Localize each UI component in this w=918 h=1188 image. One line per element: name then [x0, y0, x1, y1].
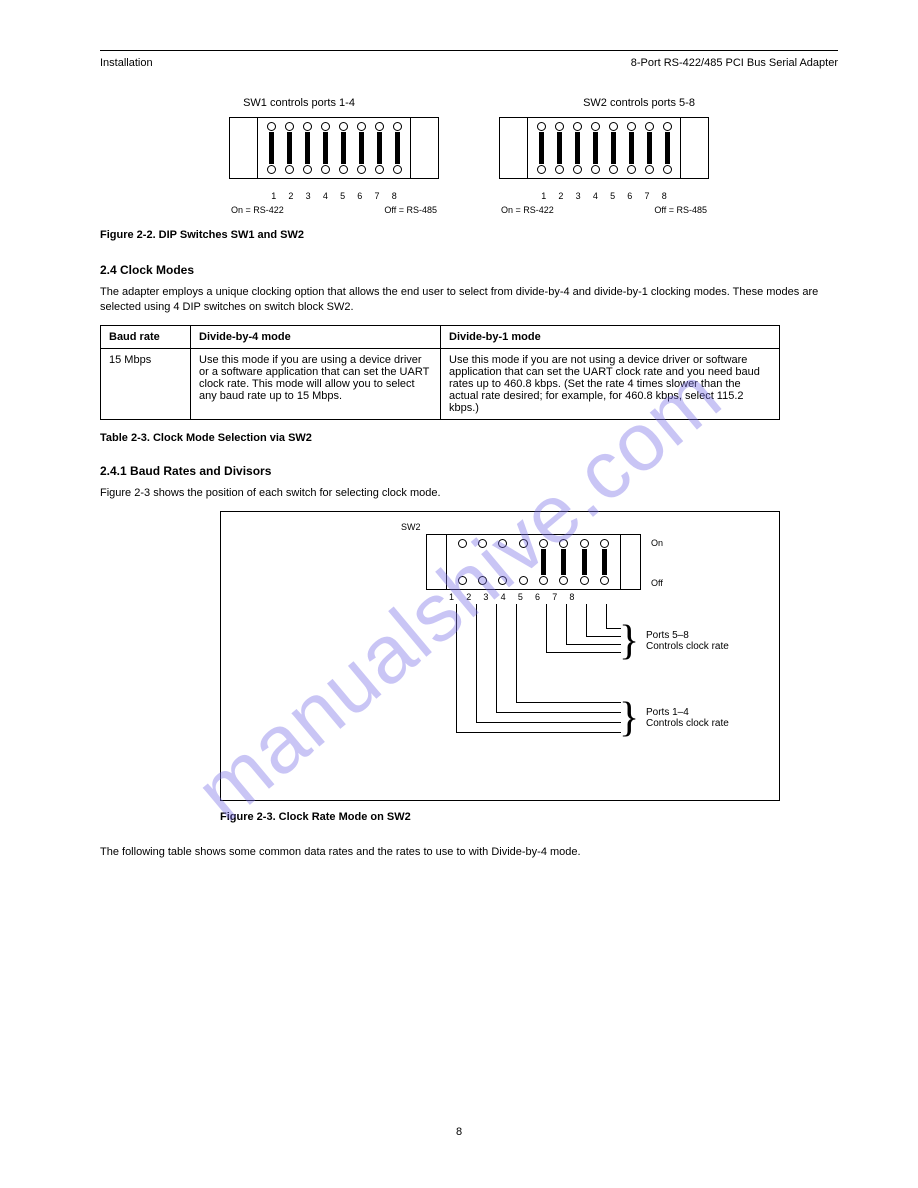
- figure1-caption: Figure 2-2. DIP Switches SW1 and SW2: [100, 229, 838, 241]
- sw2-label: SW2: [401, 522, 421, 532]
- th-div1: Divide-by-1 mode: [441, 325, 780, 348]
- subsection-title: 2.4.1 Baud Rates and Divisors: [100, 464, 838, 478]
- page-header: Installation 8-Port RS-422/485 PCI Bus S…: [100, 57, 838, 69]
- onoff-left: On = RS-422 Off = RS-485: [229, 205, 439, 215]
- header-right: 8-Port RS-422/485 PCI Bus Serial Adapter: [631, 57, 838, 69]
- callout-1-4: Ports 1–4 Controls clock rate: [646, 707, 729, 729]
- sw2-slots: [447, 535, 620, 589]
- subsection-para1: Figure 2-3 shows the position of each sw…: [100, 486, 838, 501]
- clock-mode-table: Baud rate Divide-by-4 mode Divide-by-1 m…: [100, 325, 780, 420]
- page-number: 8: [0, 1126, 918, 1138]
- sw2-dip: [426, 534, 641, 590]
- off-label: Off: [651, 578, 663, 588]
- header-rule: [100, 50, 838, 51]
- dip-end: [506, 118, 528, 178]
- dip-number-row: 12345678 12345678: [100, 189, 838, 201]
- table-caption: Table 2-3. Clock Mode Selection via SW2: [100, 432, 838, 444]
- fig1-label-left: SW1 controls ports 1-4: [159, 97, 439, 109]
- dip-end: [410, 118, 432, 178]
- table-row: 15 Mbps Use this mode if you are using a…: [101, 348, 780, 419]
- sw2-numbers: 12345678: [449, 592, 574, 602]
- figure2-box: SW2 On Off 12345678: [220, 511, 780, 801]
- td-div4: Use this mode if you are using a device …: [191, 348, 441, 419]
- onoff-row: On = RS-422 Off = RS-485 On = RS-422 Off…: [100, 205, 838, 215]
- fig1-label-right: SW2 controls ports 5-8: [499, 97, 779, 109]
- table-header-row: Baud rate Divide-by-4 mode Divide-by-1 m…: [101, 325, 780, 348]
- subsection-para2: The following table shows some common da…: [100, 845, 838, 860]
- dip-slots: [258, 118, 410, 178]
- dip-switch-pair: [100, 117, 838, 179]
- brace-icon: }: [619, 620, 639, 662]
- dip-sw2: [499, 117, 709, 179]
- brace-icon: }: [619, 697, 639, 739]
- th-div4: Divide-by-4 mode: [191, 325, 441, 348]
- td-rate: 15 Mbps: [101, 348, 191, 419]
- dip-numbers-left: 12345678: [229, 191, 439, 201]
- th-rate: Baud rate: [101, 325, 191, 348]
- dip-end: [427, 535, 447, 589]
- dip-end: [236, 118, 258, 178]
- callout-5-8: Ports 5–8 Controls clock rate: [646, 630, 729, 652]
- figure1-labels: SW1 controls ports 1-4 SW2 controls port…: [100, 97, 838, 109]
- dip-numbers-right: 12345678: [499, 191, 709, 201]
- dip-end: [680, 118, 702, 178]
- td-div1: Use this mode if you are not using a dev…: [441, 348, 780, 419]
- section-text: The adapter employs a unique clocking op…: [100, 285, 838, 315]
- header-left: Installation: [100, 57, 153, 69]
- section-title: 2.4 Clock Modes: [100, 263, 838, 277]
- page-container: Installation 8-Port RS-422/485 PCI Bus S…: [0, 0, 918, 909]
- dip-end: [620, 535, 640, 589]
- dip-slots: [528, 118, 680, 178]
- on-label: On: [651, 538, 663, 548]
- dip-sw1: [229, 117, 439, 179]
- onoff-right: On = RS-422 Off = RS-485: [499, 205, 709, 215]
- figure2-caption: Figure 2-3. Clock Rate Mode on SW2: [220, 811, 838, 823]
